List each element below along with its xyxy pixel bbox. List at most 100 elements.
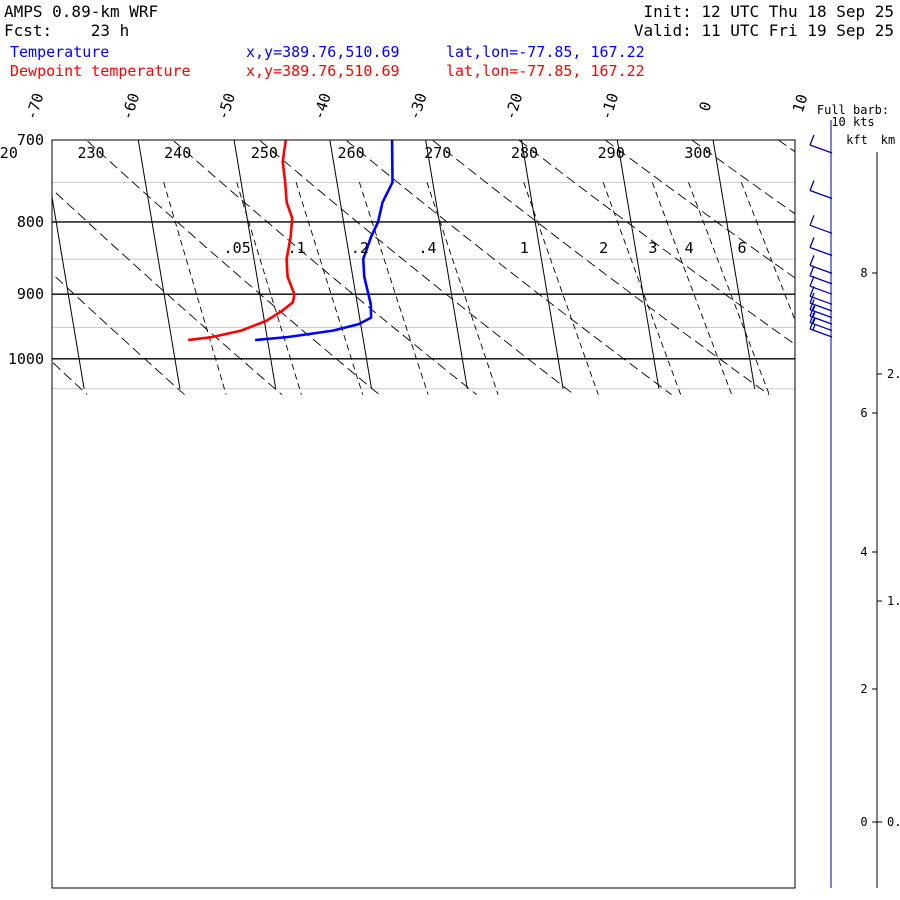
wind-barb-half-flag bbox=[812, 324, 816, 331]
isotherm-label: -60 bbox=[118, 91, 143, 122]
pressure-tick-label: 800 bbox=[17, 213, 44, 231]
barb-key-line2: 10 kts bbox=[831, 115, 874, 129]
dry-adiabat-line bbox=[777, 140, 795, 153]
wind-barb-staff bbox=[809, 315, 833, 325]
wind-barb bbox=[809, 292, 833, 312]
mixing-ratio-label: 1 bbox=[520, 239, 529, 257]
wind-barb-flag bbox=[809, 265, 815, 277]
isotherm-line bbox=[329, 140, 373, 389]
legend-dewpoint-xy: x,y=389.76,510.69 bbox=[246, 62, 400, 80]
dry-adiabat-line bbox=[258, 140, 575, 395]
wind-barb bbox=[809, 318, 833, 338]
dry-adiabat-label: 280 bbox=[511, 144, 538, 162]
dry-adiabat-line bbox=[52, 188, 283, 395]
init-value: 12 UTC Thu 18 Sep 25 bbox=[701, 2, 894, 21]
init-time: Init: 12 UTC Thu 18 Sep 25 bbox=[634, 2, 894, 21]
init-label: Init: bbox=[643, 2, 692, 21]
wind-barb bbox=[809, 255, 833, 274]
wind-barb-flag bbox=[809, 292, 815, 304]
valid-label: Valid: bbox=[633, 21, 692, 40]
wind-barb bbox=[809, 265, 833, 285]
wind-barb-flag bbox=[809, 275, 815, 287]
isotherm-label: -30 bbox=[405, 91, 430, 122]
isotherm-label: -50 bbox=[214, 91, 239, 122]
barb-key-line1: Full barb: bbox=[817, 103, 889, 117]
dry-adiabat-line bbox=[691, 140, 795, 215]
km-tick-label: 1. bbox=[887, 594, 900, 608]
legend-dewpoint-latlon: lat,lon=-77.85, 167.22 bbox=[446, 62, 645, 80]
mixing-ratio-line bbox=[523, 182, 599, 395]
isotherm-label: -70 bbox=[22, 91, 47, 122]
wind-barb bbox=[809, 312, 833, 332]
isotherm-line bbox=[52, 193, 85, 389]
wind-barb-staff bbox=[809, 302, 833, 312]
wind-barb-flag bbox=[809, 318, 815, 330]
wind-barb-flag bbox=[809, 215, 815, 226]
mixing-ratio-label: .1 bbox=[288, 239, 306, 257]
pressure-gridlines bbox=[52, 181, 795, 390]
mixing-ratio-lines bbox=[163, 182, 795, 395]
wind-barb-staff bbox=[809, 246, 833, 257]
kft-tick-label: 0 bbox=[860, 815, 867, 829]
axis-labels: 7008009001000-70-60-50-40-30-20-10010220… bbox=[0, 91, 889, 888]
km-tick-label: 2. bbox=[887, 367, 900, 381]
dry-adiabat-line bbox=[431, 140, 770, 395]
legend-temperature-latlon: lat,lon=-77.85, 167.22 bbox=[446, 43, 645, 61]
header-left: AMPS 0.89-km WRF Fcst: 23 h bbox=[4, 2, 158, 40]
mixing-ratio-line bbox=[602, 182, 682, 395]
wind-barb-staff bbox=[809, 189, 833, 200]
mixing-ratio-line bbox=[426, 182, 499, 395]
dry-adiabat-line bbox=[852, 131, 900, 394]
isotherm-line bbox=[616, 140, 660, 389]
valid-time: Valid: 11 UTC Fri 19 Sep 25 bbox=[634, 21, 894, 40]
legend-temperature-xy: x,y=389.76,510.69 bbox=[246, 43, 400, 61]
kft-tick-label: 4 bbox=[860, 545, 867, 559]
wind-barb-half-flag bbox=[812, 318, 816, 324]
fcst-label: Fcst: bbox=[4, 21, 53, 40]
isotherm-line bbox=[425, 140, 468, 389]
wind-barb-flag bbox=[809, 286, 815, 297]
sounding-profiles bbox=[187, 140, 394, 342]
wind-barb bbox=[809, 180, 833, 200]
dry-adiabats bbox=[52, 131, 900, 395]
isotherm-line bbox=[809, 140, 851, 389]
isotherm-line bbox=[520, 140, 564, 389]
dry-adiabat-line bbox=[518, 140, 795, 345]
wind-barb-staff bbox=[809, 295, 833, 305]
valid-value: 11 UTC Fri 19 Sep 25 bbox=[701, 21, 894, 40]
kft-tick-label: 2 bbox=[860, 682, 867, 696]
dry-adiabat-label: 270 bbox=[424, 144, 451, 162]
dewpoint-profile bbox=[187, 140, 296, 342]
legend-temperature-name: Temperature bbox=[10, 43, 110, 61]
kft-axis-label: kft bbox=[846, 133, 868, 147]
mixing-ratio-label: 4 bbox=[685, 239, 694, 257]
dry-adiabat-line bbox=[85, 140, 380, 395]
kft-tick-label: 8 bbox=[860, 266, 867, 280]
mixing-ratio-label: 2 bbox=[599, 239, 608, 257]
mixing-ratio-label: 6 bbox=[737, 239, 746, 257]
isotherm-line bbox=[137, 140, 181, 389]
dry-adiabat-label: 300 bbox=[684, 144, 711, 162]
header-right: Init: 12 UTC Thu 18 Sep 25 Valid: 11 UTC… bbox=[634, 2, 894, 40]
forecast-hour: Fcst: 23 h bbox=[4, 21, 158, 40]
isotherm-label: -20 bbox=[501, 91, 526, 122]
mixing-ratio-label: .4 bbox=[418, 239, 436, 257]
dry-adiabat-label: 230 bbox=[77, 144, 104, 162]
isotherm-label: -40 bbox=[309, 91, 334, 122]
kft-tick-label: 6 bbox=[860, 406, 867, 420]
dry-adiabat-line bbox=[172, 140, 477, 395]
mixing-ratio-line bbox=[163, 182, 227, 395]
dry-adiabat-line bbox=[345, 140, 672, 395]
wind-barb bbox=[809, 134, 833, 154]
mixing-ratio-label: .05 bbox=[224, 239, 251, 257]
wind-barb-staff bbox=[809, 144, 833, 154]
mixing-ratio-line bbox=[358, 182, 429, 395]
dry-adiabat-label: 240 bbox=[164, 144, 191, 162]
wind-barb bbox=[809, 286, 833, 305]
fcst-value: 23 h bbox=[90, 21, 130, 40]
isotherm-label: 0 bbox=[695, 99, 715, 113]
km-tick-label: 0. bbox=[887, 815, 900, 829]
wind-barb bbox=[809, 275, 833, 295]
